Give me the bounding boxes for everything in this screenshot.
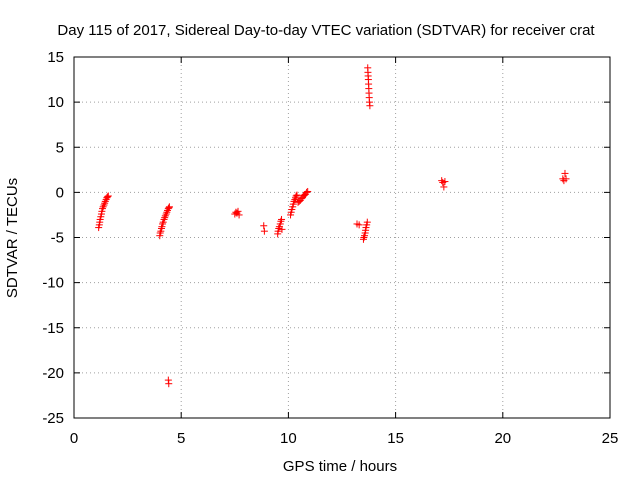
y-tick-label: -20	[42, 365, 64, 382]
data-point	[100, 201, 108, 209]
data-point	[561, 169, 569, 177]
data-point	[293, 191, 301, 199]
x-tick-label: 0	[70, 430, 78, 447]
data-point	[278, 225, 286, 233]
data-point	[260, 222, 268, 230]
y-tick-label: -5	[51, 230, 64, 247]
data-points	[95, 64, 570, 388]
y-tick-label: -10	[42, 275, 64, 292]
data-point	[363, 218, 371, 226]
data-point	[103, 194, 111, 202]
data-point	[277, 217, 285, 225]
data-point	[260, 227, 268, 235]
data-point	[159, 220, 167, 228]
data-point	[562, 175, 570, 183]
data-point	[234, 207, 242, 215]
data-point	[160, 215, 168, 223]
data-point	[440, 183, 448, 191]
data-point	[278, 215, 286, 223]
y-tick-label: -25	[42, 410, 64, 427]
data-point	[104, 192, 112, 200]
data-point	[101, 197, 109, 205]
data-point	[165, 203, 173, 211]
data-point	[275, 224, 283, 232]
data-point	[360, 234, 368, 241]
data-point	[164, 205, 172, 213]
data-point	[304, 187, 312, 195]
y-tick-label: 10	[47, 94, 64, 111]
data-point	[303, 188, 311, 196]
x-axis-label: GPS time / hours	[283, 458, 397, 475]
data-point	[441, 178, 449, 186]
data-point	[156, 229, 164, 237]
data-point	[165, 380, 173, 388]
data-point	[355, 221, 363, 229]
data-point	[103, 193, 111, 201]
x-tick-label: 15	[387, 430, 404, 447]
grid-lines	[74, 57, 610, 418]
y-tick-label: 5	[56, 139, 64, 156]
data-point	[235, 211, 243, 219]
tick-labels: 0 5 10 15 20 25 -25 -20 -15 -10 -5 0 5 10 15	[42, 49, 618, 447]
data-point	[163, 208, 171, 216]
x-tick-label: 25	[602, 430, 619, 447]
x-tick-label: 10	[280, 430, 297, 447]
data-point	[99, 205, 107, 213]
data-point	[366, 102, 374, 110]
tick-marks	[73, 56, 611, 419]
data-point	[162, 210, 170, 218]
data-point	[292, 192, 300, 200]
chart-title: Day 115 of 2017, Sidereal Day-to-day VTE…	[57, 22, 595, 39]
data-point	[161, 214, 169, 222]
y-tick-label: 0	[56, 184, 64, 201]
x-tick-label: 20	[494, 430, 511, 447]
data-point	[438, 177, 446, 185]
y-tick-label: 15	[47, 49, 64, 66]
x-tick-label: 5	[177, 430, 185, 447]
data-point	[99, 203, 107, 211]
data-point	[161, 212, 169, 220]
y-axis-label: SDTVAR / TECUs	[4, 178, 21, 298]
y-tick-label: -15	[42, 320, 64, 337]
data-point	[101, 199, 109, 207]
